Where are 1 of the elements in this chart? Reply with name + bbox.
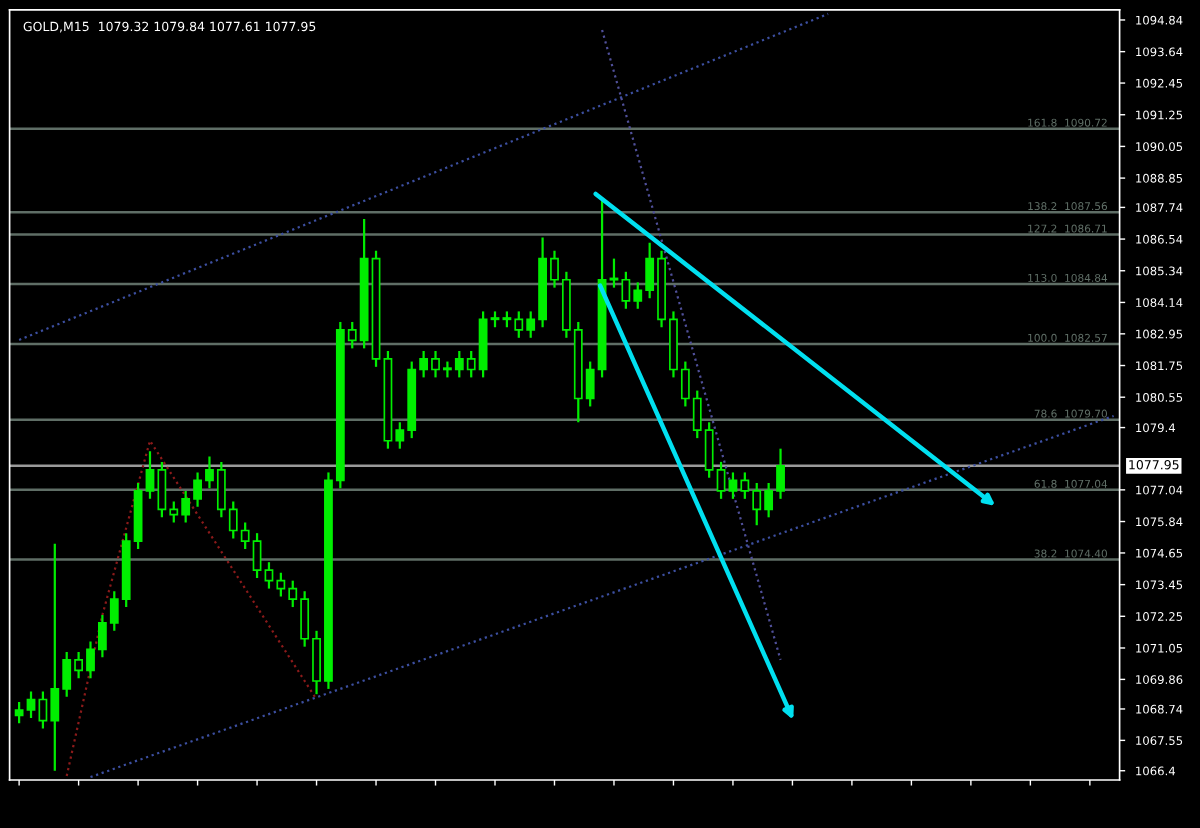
line-series bbox=[65, 439, 318, 778]
